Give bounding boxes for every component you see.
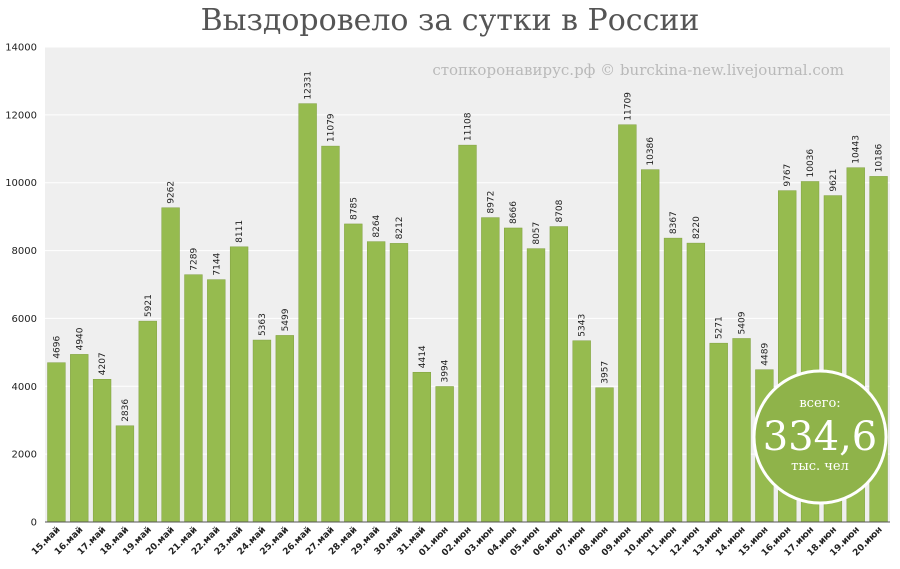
watermark-text: стопкоронавирус.рф © burckina-new.livejo… <box>432 61 844 79</box>
data-label: 11709 <box>623 92 633 121</box>
bar <box>275 335 294 523</box>
data-label: 5363 <box>258 313 268 336</box>
total-badge-unit: тыс. чел <box>791 459 849 474</box>
data-label: 8666 <box>509 201 519 224</box>
data-label: 8212 <box>395 216 405 239</box>
y-axis: 0 2000 4000 6000 8000 10000 12000 14000 <box>5 43 890 529</box>
y-tick-label: 6000 <box>12 314 37 325</box>
bar <box>595 387 614 523</box>
bar <box>663 237 683 523</box>
data-label: 5921 <box>144 294 154 317</box>
bar <box>504 227 523 523</box>
data-label: 3957 <box>601 361 611 384</box>
x-axis: 15.май16.май17.май18.май19.май20.май21.м… <box>30 525 884 558</box>
bar <box>138 320 157 523</box>
bar <box>92 379 112 523</box>
data-label: 9621 <box>829 169 839 192</box>
bar <box>435 386 454 523</box>
chart-title: Выздоровело за сутки в России <box>200 3 700 38</box>
bar <box>70 354 89 523</box>
bar <box>618 124 637 523</box>
total-badge-prefix: всего: <box>799 396 840 411</box>
data-label: 8057 <box>532 222 542 245</box>
bar <box>161 207 180 523</box>
data-labels-group: 4696 4940 4207 2836 5921 9262 7289 7144 8111 5363… <box>52 71 884 422</box>
data-label: 9767 <box>783 164 793 187</box>
y-tick-label: 2000 <box>12 450 37 461</box>
data-label: 7144 <box>212 252 222 275</box>
bar <box>549 226 569 523</box>
data-label: 4489 <box>760 343 770 366</box>
bar <box>47 362 66 523</box>
data-label: 10443 <box>852 135 862 164</box>
bar <box>389 243 409 523</box>
data-label: 10036 <box>806 149 816 178</box>
y-tick-label: 8000 <box>12 246 37 257</box>
total-badge-value: 334,6 <box>763 414 878 460</box>
bar <box>298 103 317 523</box>
data-label: 5409 <box>738 311 748 334</box>
y-tick-label: 10000 <box>5 178 37 189</box>
y-tick-label: 14000 <box>5 43 37 54</box>
data-label: 5499 <box>281 308 291 331</box>
bar <box>709 342 728 523</box>
bar <box>458 144 477 523</box>
data-label: 4696 <box>52 335 62 358</box>
data-label: 8264 <box>372 214 382 237</box>
bar <box>526 248 546 523</box>
bar <box>344 223 363 523</box>
data-label: 2836 <box>121 399 131 422</box>
data-label: 11079 <box>326 113 336 142</box>
bar <box>207 279 226 523</box>
bar <box>732 338 751 523</box>
y-tick-label: 12000 <box>5 110 37 121</box>
data-label: 8220 <box>692 216 702 239</box>
bar <box>641 169 660 523</box>
bar <box>184 274 203 523</box>
bar <box>686 242 706 523</box>
total-badge-circle <box>752 369 888 505</box>
bar <box>366 241 386 523</box>
bar <box>481 217 500 523</box>
bar <box>321 145 340 523</box>
bar <box>412 371 431 523</box>
bar <box>229 246 249 523</box>
data-label: 10386 <box>646 137 656 166</box>
data-label: 9262 <box>167 181 177 204</box>
data-label: 7289 <box>189 248 199 271</box>
y-tick-label: 4000 <box>12 382 37 393</box>
bar <box>572 340 591 523</box>
bar <box>252 339 272 523</box>
bar <box>115 425 135 523</box>
data-label: 8972 <box>486 191 496 214</box>
data-label: 11108 <box>464 112 474 141</box>
data-label: 4940 <box>75 327 85 350</box>
data-label: 8367 <box>669 211 679 234</box>
data-label: 8708 <box>555 199 565 222</box>
y-tick-label: 0 <box>31 518 37 529</box>
data-label: 8111 <box>235 220 245 243</box>
total-badge: всего: 334,6 тыс. чел <box>752 369 888 505</box>
data-label: 3994 <box>441 359 451 382</box>
data-label: 4207 <box>98 352 108 375</box>
data-label: 8785 <box>349 197 359 220</box>
data-label: 12331 <box>304 71 314 100</box>
data-label: 4414 <box>418 345 428 368</box>
data-label: 5343 <box>578 314 588 337</box>
data-label: 10186 <box>875 143 885 172</box>
data-label: 5271 <box>715 316 725 339</box>
